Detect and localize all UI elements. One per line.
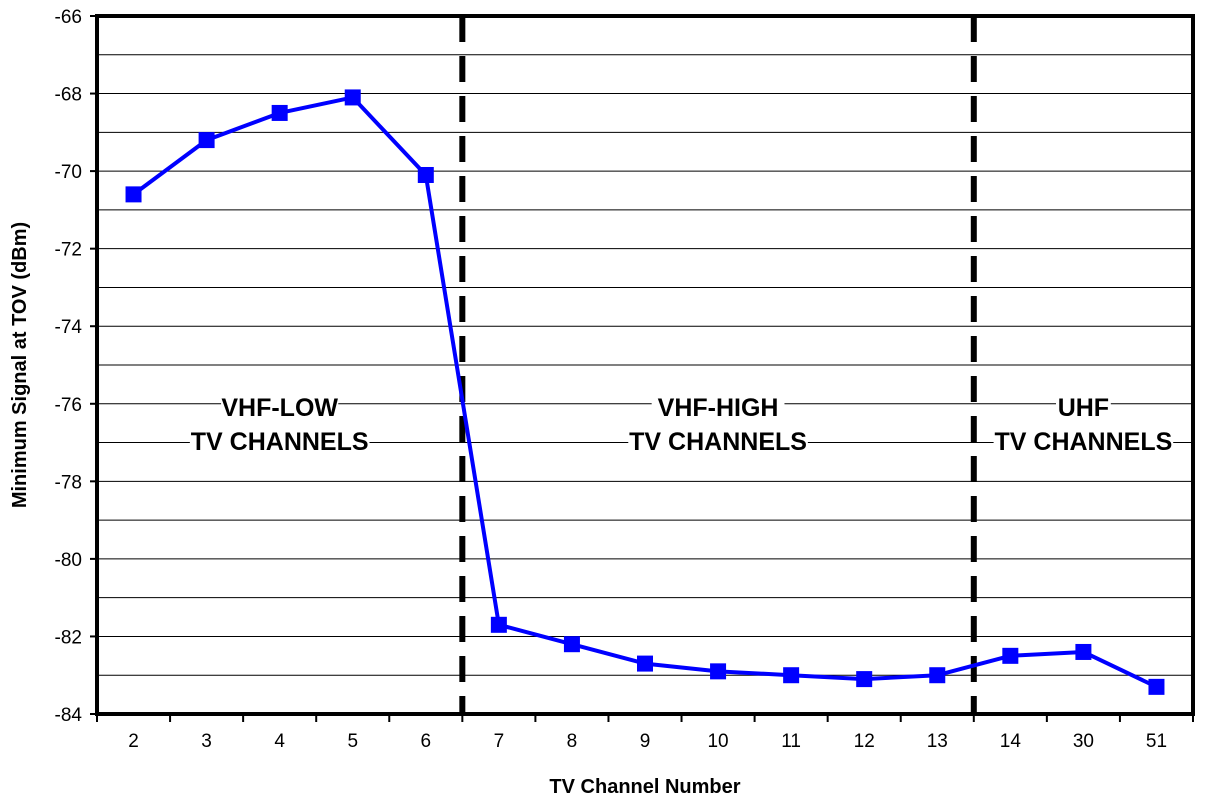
data-point-marker	[417, 166, 434, 183]
data-point-marker	[1075, 643, 1092, 660]
y-tick-label: -76	[55, 395, 82, 416]
x-tick-label: 2	[128, 731, 139, 752]
y-tick-label: -66	[55, 7, 82, 28]
data-point-marker	[344, 89, 361, 106]
plot-frame	[95, 14, 1195, 716]
x-tick-label: 7	[494, 731, 505, 752]
y-tick-label: -70	[55, 162, 82, 183]
x-tick-label: 10	[707, 731, 728, 752]
data-point-marker	[1002, 647, 1019, 664]
y-axis-title: Minimum Signal at TOV (dBm)	[9, 222, 31, 508]
data-point-marker	[783, 667, 800, 684]
band-label-bg	[651, 391, 785, 423]
y-tick-label: -84	[55, 705, 83, 726]
data-point-marker	[198, 132, 215, 149]
data-point-marker	[710, 663, 727, 680]
x-tick-label: 13	[927, 731, 948, 752]
x-tick-label: 11	[781, 731, 801, 752]
x-tick-label: 30	[1073, 731, 1094, 752]
band-label: TV CHANNELS	[191, 428, 369, 456]
x-tick-label: 3	[201, 731, 212, 752]
x-tick-label: 12	[854, 731, 875, 752]
data-point-marker	[125, 186, 142, 203]
band-label-bg	[628, 425, 808, 457]
x-tick-label: 4	[274, 731, 285, 752]
band-label-bg	[993, 425, 1174, 457]
x-tick-label: 9	[640, 731, 651, 752]
data-point-marker	[856, 671, 873, 688]
data-point-marker	[929, 667, 946, 684]
y-tick-label: -68	[55, 85, 82, 106]
band-label: TV CHANNELS	[629, 428, 807, 456]
x-axis-title: TV Channel Number	[549, 776, 740, 798]
y-tick-label: -82	[55, 627, 82, 648]
band-label-bg	[221, 391, 339, 423]
data-point-marker	[637, 655, 653, 672]
x-tick-label: 14	[1000, 731, 1022, 752]
band-label: TV CHANNELS	[995, 428, 1173, 456]
data-point-marker	[271, 104, 288, 121]
band-label-bg	[1056, 391, 1111, 423]
y-tick-label: -80	[55, 550, 82, 571]
band-label: VHF-HIGH	[658, 394, 779, 422]
band-label-bg	[189, 425, 370, 457]
x-tick-label: 51	[1146, 731, 1167, 752]
x-tick-label: 6	[421, 731, 432, 752]
y-tick-label: -78	[55, 472, 82, 493]
x-tick-label: 8	[567, 731, 578, 752]
data-point-marker	[490, 616, 507, 633]
band-label: UHF	[1058, 394, 1109, 422]
band-label: VHF-LOW	[221, 394, 338, 422]
data-point-marker	[1148, 678, 1165, 695]
y-tick-label: -72	[55, 240, 82, 261]
y-tick-label: -74	[55, 317, 83, 338]
data-point-marker	[563, 636, 580, 653]
x-tick-label: 5	[347, 731, 358, 752]
